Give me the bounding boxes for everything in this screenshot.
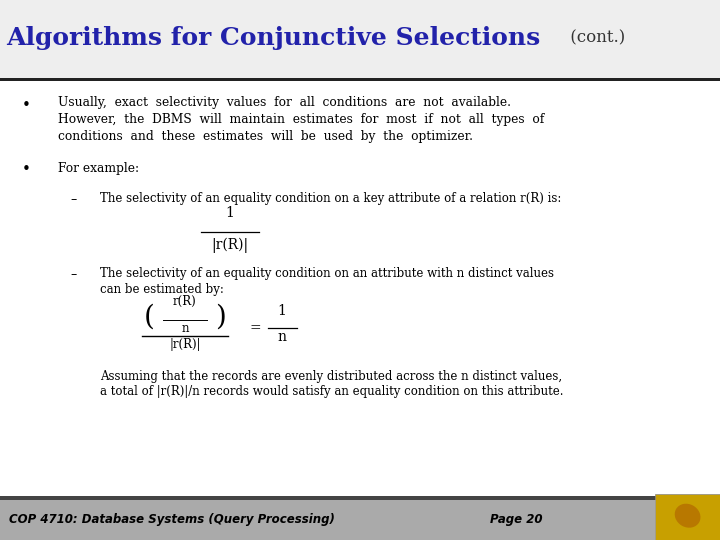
Text: conditions  and  these  estimates  will  be  used  by  the  optimizer.: conditions and these estimates will be u… [58, 130, 473, 143]
Bar [0, 500, 655, 540]
Text: ): ) [215, 303, 226, 330]
Text: –: – [70, 268, 76, 281]
Text: n: n [278, 330, 287, 344]
Text: •: • [22, 162, 31, 177]
Bar [0, 78, 720, 81]
Bar [0, 496, 720, 500]
Text: The selectivity of an equality condition on an attribute with n distinct values: The selectivity of an equality condition… [100, 267, 554, 280]
Text: Page 20: Page 20 [490, 513, 542, 526]
Text: Assuming that the records are evenly distributed across the n distinct values,: Assuming that the records are evenly dis… [100, 370, 562, 383]
Text: For example:: For example: [58, 162, 139, 175]
Text: •: • [22, 98, 31, 113]
Text: Algorithms for Conjunctive Selections: Algorithms for Conjunctive Selections [6, 26, 541, 50]
Text: can be estimated by:: can be estimated by: [100, 283, 224, 296]
Bar [655, 494, 720, 540]
Text: =: = [250, 321, 261, 335]
Text: COP 4710: Database Systems (Query Processing): COP 4710: Database Systems (Query Proces… [9, 513, 335, 526]
Text: However,  the  DBMS  will  maintain  estimates  for  most  if  not  all  types  : However, the DBMS will maintain estimate… [58, 113, 544, 126]
Text: 1: 1 [278, 304, 287, 318]
Text: n: n [181, 322, 189, 335]
Bar [0, 0, 720, 78]
Text: a total of |r(R)|/n records would satisfy an equality condition on this attribut: a total of |r(R)|/n records would satisf… [100, 385, 564, 398]
Text: |r(R)|: |r(R)| [169, 338, 201, 351]
Ellipse shape [675, 504, 701, 528]
Circle shape [665, 501, 711, 536]
Text: |r(R)|: |r(R)| [212, 238, 248, 253]
Text: –: – [70, 193, 76, 206]
Text: (: ( [143, 303, 154, 330]
Text: 1: 1 [225, 206, 235, 220]
Text: Usually,  exact  selectivity  values  for  all  conditions  are  not  available.: Usually, exact selectivity values for al… [58, 96, 511, 109]
Text: r(R): r(R) [173, 295, 197, 308]
Text: (cont.): (cont.) [565, 29, 626, 46]
Text: The selectivity of an equality condition on a key attribute of a relation r(R) i: The selectivity of an equality condition… [100, 192, 562, 205]
